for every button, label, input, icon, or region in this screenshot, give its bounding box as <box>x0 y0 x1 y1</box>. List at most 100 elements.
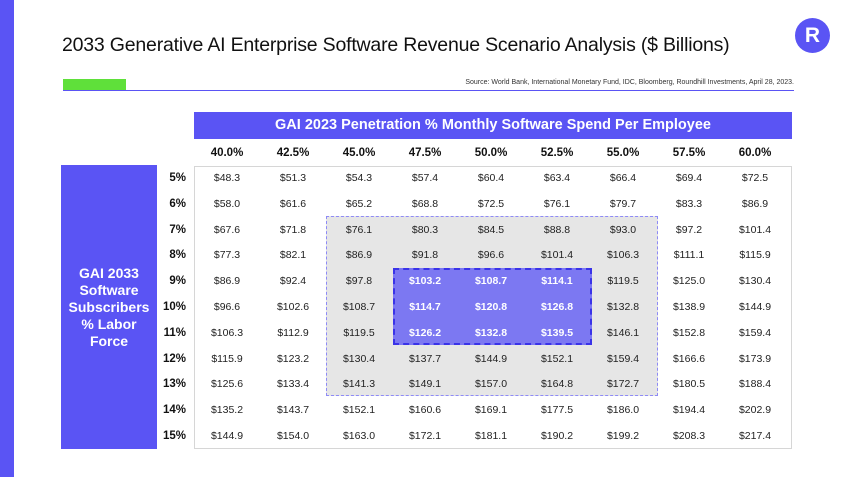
table-cell: $101.4 <box>738 223 772 236</box>
table-cell: $97.8 <box>345 275 373 288</box>
table-cell: $92.4 <box>279 275 307 288</box>
table-cell: $101.4 <box>540 249 574 262</box>
table-cell: $202.9 <box>738 404 772 417</box>
table-cell: $188.4 <box>738 378 772 391</box>
table-cell: $159.4 <box>738 326 772 339</box>
table-cell: $146.1 <box>606 326 640 339</box>
table-cell: $80.3 <box>411 223 439 236</box>
base-scenario-zone <box>393 268 592 345</box>
table-cell: $181.1 <box>474 430 508 442</box>
table-cell: $54.3 <box>345 172 373 184</box>
green-accent-bar <box>63 79 126 91</box>
column-header: 52.5% <box>540 147 574 159</box>
table-cell: $144.9 <box>474 352 508 365</box>
column-header-banner: GAI 2023 Penetration % Monthly Software … <box>194 112 792 139</box>
table-cell: $149.1 <box>408 378 442 391</box>
table-cell: $125.6 <box>210 378 244 391</box>
column-header: 57.5% <box>672 147 706 159</box>
column-header: 60.0% <box>738 147 772 159</box>
row-header: 10% <box>162 301 186 313</box>
table-cell: $72.5 <box>741 172 769 184</box>
table-cell: $208.3 <box>672 430 706 442</box>
table-cell: $51.3 <box>279 172 307 184</box>
roundhill-logo-icon: R <box>795 18 830 53</box>
table-cell: $137.7 <box>408 352 442 365</box>
table-cell: $119.5 <box>343 326 375 339</box>
table-cell: $76.1 <box>345 223 373 236</box>
table-cell: $67.6 <box>213 223 241 236</box>
table-cell: $169.1 <box>474 404 508 417</box>
table-cell: $141.3 <box>342 378 376 391</box>
table-cell: $217.4 <box>738 430 772 442</box>
table-cell: $180.5 <box>672 378 706 391</box>
table-cell: $86.9 <box>213 275 241 288</box>
table-cell: $125.0 <box>672 275 706 288</box>
row-header: 14% <box>162 404 186 417</box>
row-header: 7% <box>169 223 186 236</box>
row-header: 5% <box>169 172 186 184</box>
table-cell: $82.1 <box>279 249 307 262</box>
table-cell: $106.3 <box>606 249 640 262</box>
column-header: 40.0% <box>210 147 244 159</box>
table-cell: $138.9 <box>672 301 706 313</box>
table-cell: $186.0 <box>606 404 640 417</box>
table-cell: $48.3 <box>213 172 241 184</box>
table-cell: $152.1 <box>342 404 376 417</box>
table-cell: $84.5 <box>477 223 505 236</box>
table-cell: $106.3 <box>210 326 244 339</box>
column-header: 45.0% <box>342 147 376 159</box>
column-header: 50.0% <box>474 147 508 159</box>
table-cell: $102.6 <box>276 301 310 313</box>
table-cell: $154.0 <box>276 430 310 442</box>
table-cell: $130.4 <box>342 352 376 365</box>
table-cell: $83.3 <box>675 197 703 210</box>
table-cell: $144.9 <box>210 430 244 442</box>
table-cell: $63.4 <box>543 172 571 184</box>
table-cell: $115.9 <box>211 352 243 365</box>
table-cell: $91.8 <box>411 249 439 262</box>
table-cell: $61.6 <box>279 197 307 210</box>
row-header: 8% <box>169 249 186 262</box>
table-cell: $72.5 <box>477 197 505 210</box>
table-cell: $108.7 <box>342 301 376 313</box>
table-cell: $65.2 <box>345 197 373 210</box>
table-cell: $173.9 <box>738 352 772 365</box>
row-header: 11% <box>163 326 186 339</box>
table-cell: $132.8 <box>606 301 640 313</box>
table-cell: $157.0 <box>474 378 508 391</box>
table-cell: $166.6 <box>672 352 706 365</box>
table-cell: $132.8 <box>474 326 508 339</box>
table-cell: $93.0 <box>609 223 637 236</box>
source-note: Source: World Bank, International Moneta… <box>465 79 794 86</box>
table-cell: $96.6 <box>213 301 241 313</box>
table-cell: $126.8 <box>540 301 574 313</box>
row-header-banner: GAI 2033 Software Subscribers % Labor Fo… <box>61 165 157 449</box>
row-header: 6% <box>169 197 186 210</box>
table-cell: $114.1 <box>541 275 573 288</box>
column-header: 42.5% <box>276 147 310 159</box>
table-cell: $133.4 <box>276 378 310 391</box>
table-cell: $119.5 <box>607 275 639 288</box>
row-header: 12% <box>162 352 186 365</box>
table-cell: $152.8 <box>672 326 706 339</box>
table-cell: $71.8 <box>279 223 307 236</box>
table-cell: $112.9 <box>277 326 309 339</box>
table-cell: $58.0 <box>213 197 241 210</box>
table-cell: $66.4 <box>609 172 637 184</box>
table-cell: $115.9 <box>739 249 771 262</box>
table-cell: $76.1 <box>543 197 571 210</box>
table-cell: $130.4 <box>738 275 772 288</box>
table-cell: $152.1 <box>540 352 574 365</box>
table-cell: $126.2 <box>408 326 442 339</box>
table-cell: $60.4 <box>477 172 505 184</box>
left-accent-bar <box>0 0 14 477</box>
header-divider <box>63 90 794 91</box>
table-cell: $172.1 <box>408 430 442 442</box>
table-cell: $96.6 <box>477 249 505 262</box>
table-cell: $108.7 <box>474 275 508 288</box>
table-cell: $97.2 <box>675 223 703 236</box>
table-cell: $199.2 <box>606 430 640 442</box>
row-header: 15% <box>162 430 186 442</box>
table-cell: $77.3 <box>213 249 241 262</box>
row-header: 13% <box>162 378 186 391</box>
